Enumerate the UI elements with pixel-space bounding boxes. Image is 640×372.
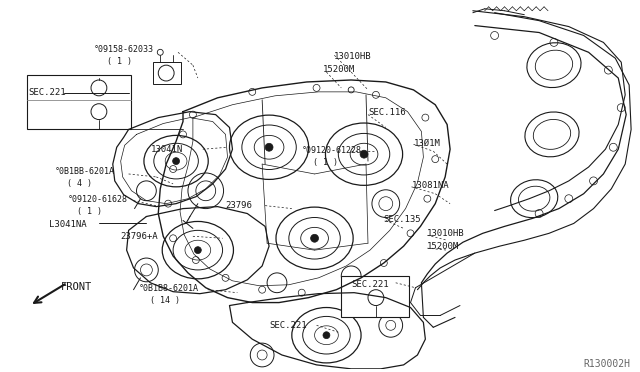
Text: 13010HB: 13010HB (334, 52, 372, 61)
Text: °0B1B8-6201A: °0B1B8-6201A (138, 284, 198, 293)
Text: 13081NA: 13081NA (412, 181, 449, 190)
Text: 23796+A: 23796+A (121, 232, 158, 241)
Text: 15200M: 15200M (428, 242, 460, 251)
Text: FRONT: FRONT (61, 282, 93, 292)
Text: 23796: 23796 (225, 201, 252, 210)
Text: ( 1 ): ( 1 ) (312, 158, 337, 167)
Text: ( 1 ): ( 1 ) (107, 57, 132, 66)
Circle shape (195, 247, 202, 254)
Text: SEC.116: SEC.116 (368, 108, 406, 117)
Circle shape (323, 332, 330, 339)
Bar (27, 75, 131, 129)
Bar (341, 276, 408, 317)
Circle shape (173, 158, 180, 164)
Text: 13Ø1M: 13Ø1M (413, 138, 440, 147)
Text: SEC.221: SEC.221 (351, 280, 388, 289)
Text: 13010HB: 13010HB (428, 230, 465, 238)
Text: °09158-62033: °09158-62033 (94, 45, 154, 54)
Text: ( 14 ): ( 14 ) (150, 296, 180, 305)
Text: L3041NA: L3041NA (49, 221, 87, 230)
Bar (154, 62, 181, 84)
Text: ( 4 ): ( 4 ) (67, 179, 92, 188)
Text: 15200M: 15200M (323, 65, 355, 74)
Text: °09120-61628: °09120-61628 (67, 195, 127, 204)
Text: °09120-61228: °09120-61228 (301, 146, 362, 155)
Text: ( 1 ): ( 1 ) (77, 206, 102, 216)
Text: SEC.221: SEC.221 (29, 88, 67, 97)
Circle shape (360, 150, 368, 158)
Text: °0B1BB-6201A: °0B1BB-6201A (54, 167, 115, 176)
Text: R130002H: R130002H (584, 359, 630, 369)
Text: SEC.135: SEC.135 (384, 215, 422, 224)
Text: 13041N: 13041N (150, 145, 182, 154)
Circle shape (310, 234, 319, 242)
Circle shape (265, 143, 273, 151)
Text: SEC.221: SEC.221 (269, 321, 307, 330)
